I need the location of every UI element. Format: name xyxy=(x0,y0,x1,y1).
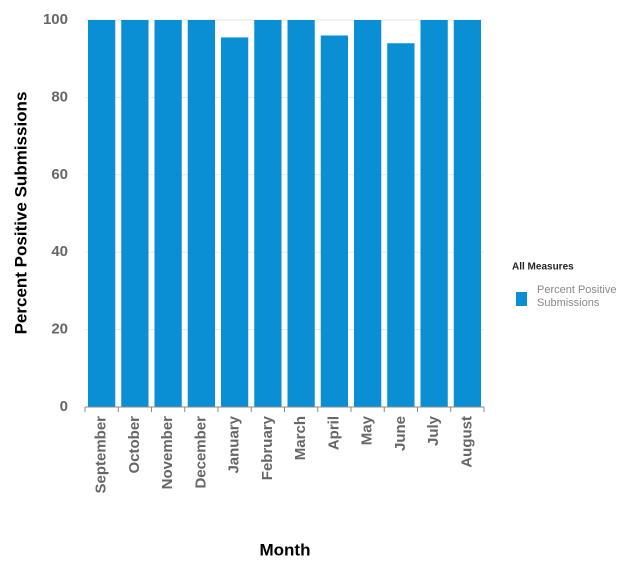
legend-label: Percent Positive Submissions xyxy=(537,284,617,309)
y-tick-label: 40 xyxy=(51,243,68,260)
x-tick-label: July xyxy=(425,415,442,446)
x-tick-label: January xyxy=(226,415,243,473)
x-tick-label: March xyxy=(292,416,309,460)
y-tick-label: 100 xyxy=(43,11,68,28)
x-tick-label: December xyxy=(192,416,209,489)
x-tick-label: May xyxy=(359,415,376,445)
y-tick-label: 80 xyxy=(51,88,68,105)
y-tick-label: 20 xyxy=(51,321,68,338)
bar xyxy=(87,20,116,407)
bar xyxy=(387,43,415,407)
legend-title: All Measures xyxy=(512,262,574,273)
legend-swatch xyxy=(516,292,527,306)
bar xyxy=(154,20,182,407)
y-tick-label: 0 xyxy=(60,398,68,415)
bar xyxy=(353,20,382,407)
y-tick-label: 60 xyxy=(51,166,68,183)
x-tick-label: April xyxy=(325,416,342,450)
x-tick-label: October xyxy=(126,416,143,474)
x-axis-title: Month xyxy=(260,540,311,559)
x-tick-label: November xyxy=(159,416,176,490)
x-tick-label: February xyxy=(259,415,276,480)
bar xyxy=(254,20,282,407)
x-tick-label: June xyxy=(392,416,409,451)
bar xyxy=(187,20,216,407)
x-tick-label: August xyxy=(458,416,475,468)
bar xyxy=(320,35,349,407)
y-axis-title: Percent Positive Submissions xyxy=(11,92,30,335)
bar xyxy=(287,20,315,407)
bar xyxy=(220,37,249,407)
x-tick-label: September xyxy=(93,416,110,494)
bar xyxy=(121,20,149,407)
bar xyxy=(453,20,482,407)
bar xyxy=(420,20,448,407)
